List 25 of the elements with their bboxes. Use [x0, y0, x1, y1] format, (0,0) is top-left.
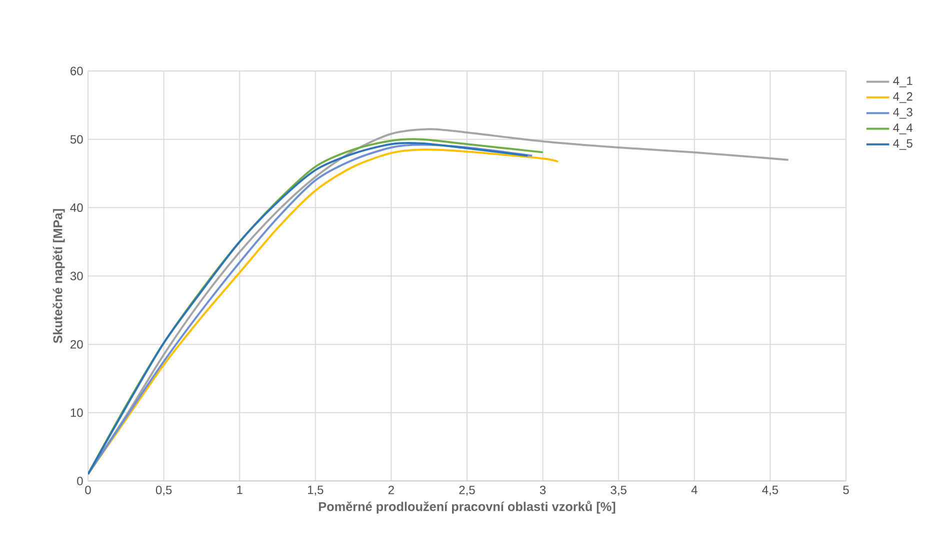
x-tick-label: 4,5 — [762, 486, 778, 496]
y-tick-label: 30 — [70, 272, 83, 280]
y-axis-title: Skutečné napětí [MPa] — [52, 209, 65, 344]
x-tick-label: 2,5 — [459, 486, 475, 496]
x-tick-label: 1 — [237, 486, 242, 494]
y-tick-label: 50 — [70, 135, 83, 144]
x-tick-label: 2 — [388, 486, 394, 494]
y-tick-label: 40 — [70, 203, 83, 212]
y-tick-label: 0 — [77, 476, 83, 486]
x-tick-label: 3,5 — [610, 486, 626, 496]
x-tick-label: 4 — [691, 486, 698, 494]
legend-label: 4_5 — [893, 139, 912, 150]
legend-label: 4_3 — [893, 108, 912, 119]
y-tick-label: 10 — [70, 408, 83, 417]
legend-label: 4_1 — [893, 76, 912, 88]
x-tick-label: 5 — [843, 486, 849, 494]
legend-label: 4_4 — [893, 124, 913, 134]
x-tick-label: 0,5 — [156, 486, 172, 496]
x-tick-label: 3 — [540, 486, 546, 494]
x-tick-label: 1,5 — [308, 486, 324, 496]
x-axis-title: Poměrné prodloužení pracovní oblasti vzorků [%] — [319, 500, 616, 514]
x-tick-label: 0 — [85, 486, 91, 494]
y-tick-label: 60 — [70, 66, 83, 76]
legend-label: 4_2 — [893, 92, 912, 103]
y-tick-label: 20 — [70, 340, 83, 349]
